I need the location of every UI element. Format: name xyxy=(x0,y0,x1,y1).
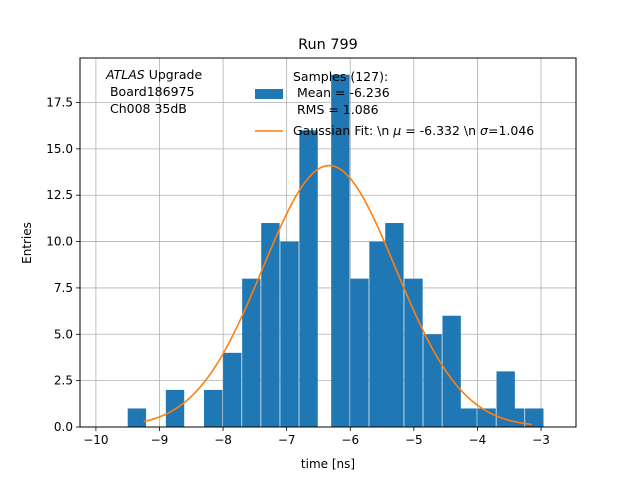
x-tick-label: −9 xyxy=(151,433,169,447)
atlas-annotation: ATLAS Upgrade Board186975 Ch008 35dB xyxy=(105,67,202,116)
y-tick-label: 15.0 xyxy=(46,142,73,156)
histogram-bar xyxy=(331,74,350,427)
y-tick-label: 2.5 xyxy=(54,374,73,388)
histogram-bar xyxy=(404,278,423,427)
x-axis-ticks: −10 −9 −8 −7 −6 −5 −4 −3 xyxy=(83,427,550,447)
histogram-bars xyxy=(127,74,544,427)
legend-fit-sigma-symbol: σ xyxy=(480,123,489,138)
y-tick-label: 12.5 xyxy=(46,188,73,202)
x-tick-label: −5 xyxy=(405,433,423,447)
histogram-bar xyxy=(350,278,369,427)
legend-hist-line-1: Samples (127): xyxy=(293,69,388,84)
histogram-bar xyxy=(442,315,461,427)
legend-hist-swatch xyxy=(255,89,283,99)
legend-fit-sigma-value: =1.046 xyxy=(488,123,534,138)
x-tick-label: −3 xyxy=(532,433,550,447)
histogram-bar xyxy=(204,389,223,427)
histogram-bar xyxy=(299,130,318,427)
chart-title: Run 799 xyxy=(298,37,358,53)
y-tick-label: 5.0 xyxy=(54,327,73,341)
legend-hist-line-3: RMS = 1.086 xyxy=(293,102,379,117)
histogram-bar xyxy=(458,408,477,427)
histogram-bar xyxy=(223,352,242,427)
annotation-atlas: ATLAS xyxy=(105,67,145,82)
histogram-bar xyxy=(385,223,404,427)
grid xyxy=(80,58,576,428)
legend-hist-line-2: Mean = -6.236 xyxy=(293,85,390,100)
x-tick-label: −6 xyxy=(341,433,359,447)
legend-fit-mu-symbol: μ xyxy=(392,123,401,138)
y-tick-label: 0.0 xyxy=(54,420,73,434)
y-tick-label: 10.0 xyxy=(46,235,73,249)
histogram-bar xyxy=(369,241,388,427)
annotation-line-2: Board186975 xyxy=(106,84,194,99)
histogram-bar xyxy=(525,408,544,427)
annotation-upgrade: Upgrade xyxy=(145,67,203,82)
legend-fit-prefix: Gaussian Fit: \n xyxy=(293,123,393,138)
x-tick-label: −7 xyxy=(278,433,296,447)
y-tick-label: 7.5 xyxy=(54,281,73,295)
x-axis-label: time [ns] xyxy=(301,457,355,471)
gaussian-fit xyxy=(143,164,532,426)
y-axis-label: Entries xyxy=(20,222,34,264)
histogram-bar xyxy=(261,223,280,427)
plot-frame xyxy=(79,57,577,428)
histogram-bar xyxy=(127,408,147,427)
legend-fit-label: Gaussian Fit: \n μ = -6.332 \n σ=1.046 xyxy=(293,123,534,138)
x-tick-label: −10 xyxy=(83,433,108,447)
legend: Samples (127): Mean = -6.236 RMS = 1.086… xyxy=(255,69,534,138)
legend-fit-mu-value: = -6.332 \n xyxy=(401,123,480,138)
y-tick-label: 17.5 xyxy=(46,96,73,110)
annotation-line-1: ATLAS Upgrade xyxy=(105,67,202,82)
histogram-bar xyxy=(280,241,299,427)
x-tick-label: −4 xyxy=(469,433,487,447)
histogram-bar xyxy=(242,278,261,427)
y-axis-ticks: 0.0 2.5 5.0 7.5 10.0 12.5 15.0 17.5 xyxy=(46,96,80,434)
x-tick-label: −8 xyxy=(214,433,232,447)
annotation-line-3: Ch008 35dB xyxy=(106,101,187,116)
histogram-bar xyxy=(506,408,525,427)
fit-curve xyxy=(143,164,532,426)
